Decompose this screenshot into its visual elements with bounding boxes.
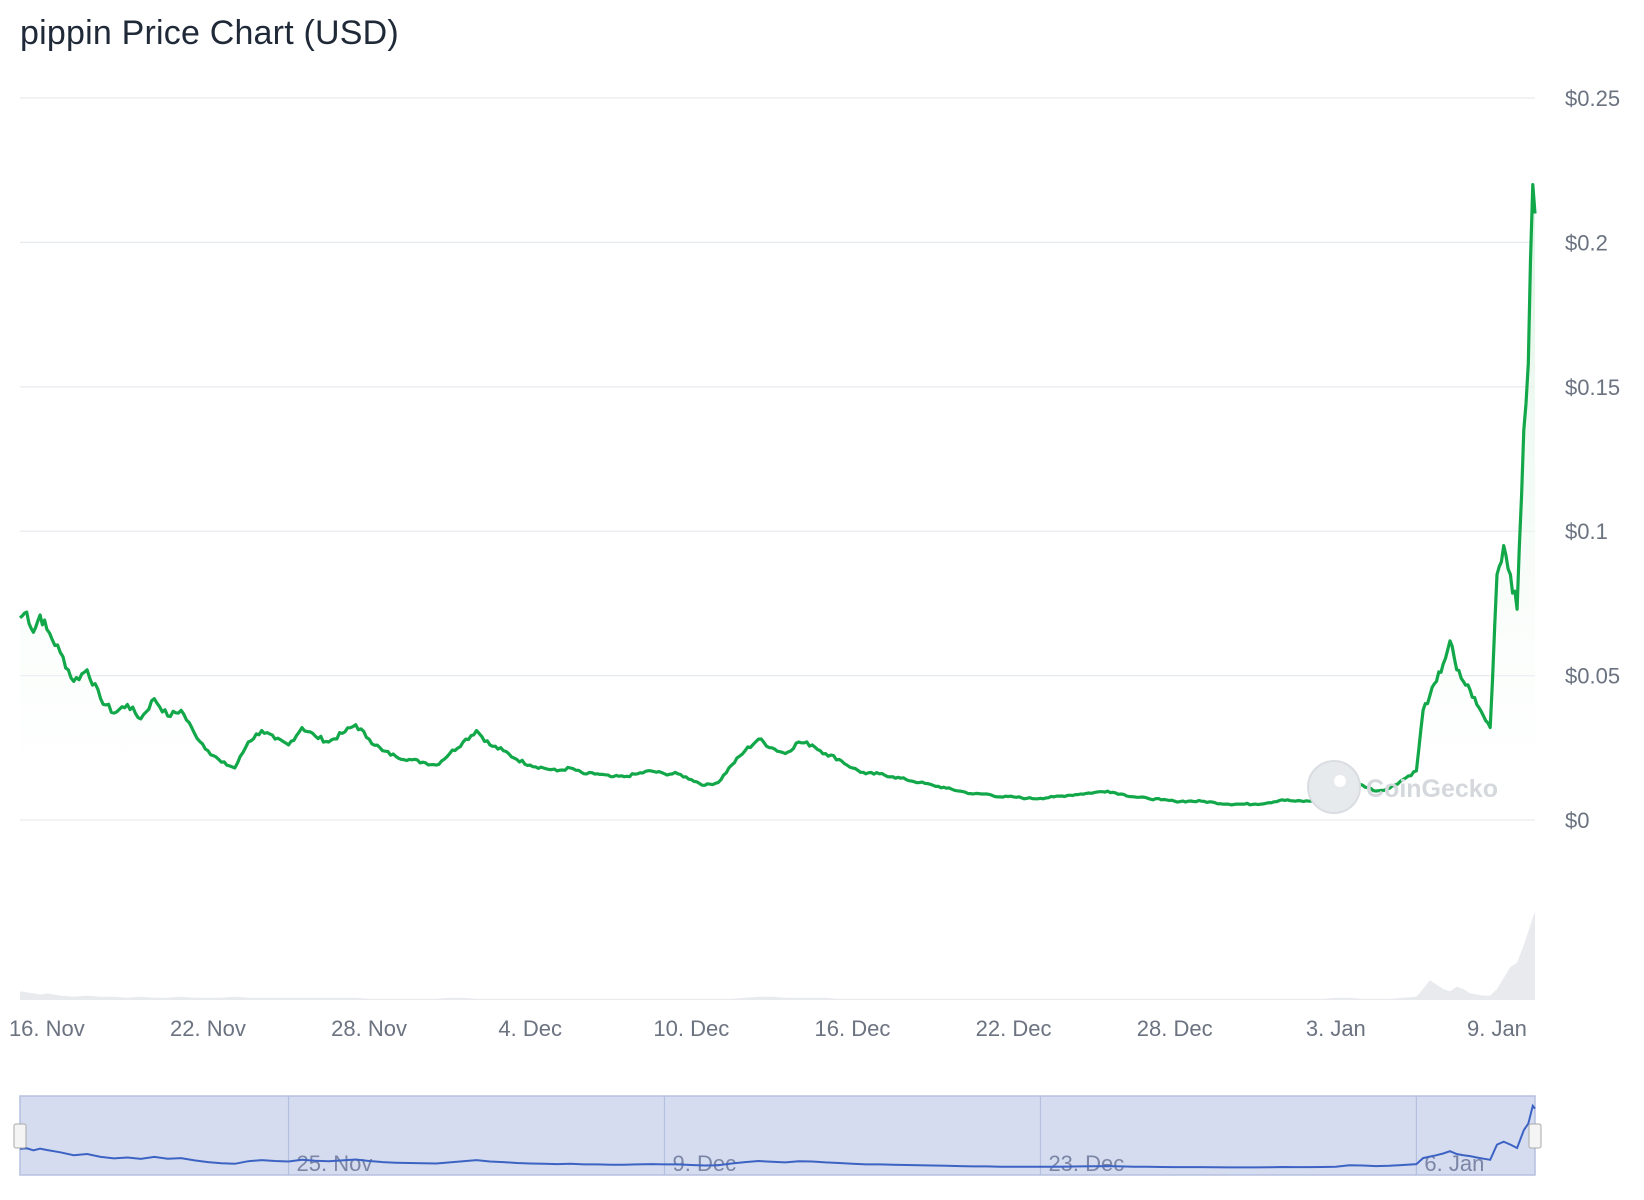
coingecko-watermark: CoinGecko [1307, 760, 1498, 814]
price-line[interactable] [18, 183, 1537, 807]
x-tick-label: 3. Jan [1306, 1016, 1366, 1041]
chart-title: pippin Price Chart (USD) [20, 14, 399, 52]
gecko-logo-icon [1307, 760, 1361, 814]
x-tick-label: 28. Dec [1137, 1016, 1213, 1041]
y-axis-ticks: $0 $0.05 $0.1 $0.15 $0.2 $0.25 [1565, 86, 1620, 833]
x-tick-label: 9. Jan [1467, 1016, 1527, 1041]
volume-area-fill [20, 912, 1535, 1000]
navigator-tick-label: 6. Jan [1424, 1151, 1484, 1176]
y-tick-label: $0.15 [1565, 375, 1620, 400]
x-tick-label: 28. Nov [331, 1016, 407, 1041]
navigator-left-handle[interactable] [13, 1123, 27, 1149]
y-tick-label: $0.2 [1565, 230, 1608, 255]
navigator-right-handle[interactable] [1528, 1123, 1542, 1149]
price-series[interactable] [18, 183, 1537, 807]
x-tick-label: 16. Nov [9, 1016, 85, 1041]
navigator-tick-label: 23. Dec [1048, 1151, 1124, 1176]
y-tick-label: $0 [1565, 808, 1589, 833]
x-tick-label: 22. Nov [170, 1016, 246, 1041]
x-tick-label: 4. Dec [498, 1016, 562, 1041]
y-tick-label: $0.05 [1565, 664, 1620, 689]
x-tick-label: 10. Dec [653, 1016, 729, 1041]
x-tick-label: 22. Dec [976, 1016, 1052, 1041]
price-area-fill [20, 184, 1535, 821]
navigator-series-line [19, 1103, 1536, 1169]
grid-lines [20, 97, 1535, 821]
y-tick-label: $0.1 [1565, 519, 1608, 544]
price-area [20, 184, 1535, 821]
range-navigator[interactable]: 25. Nov 9. Dec 23. Dec 6. Jan [13, 1095, 1542, 1176]
navigator-tick-label: 25. Nov [297, 1151, 373, 1176]
x-axis-ticks: 16. Nov 22. Nov 28. Nov 4. Dec 10. Dec 16. De… [9, 1016, 1527, 1041]
navigator-selected-range[interactable] [19, 1095, 1536, 1176]
y-tick-label: $0.25 [1565, 86, 1620, 111]
volume-area [20, 912, 1535, 1000]
x-tick-label: 16. Dec [815, 1016, 891, 1041]
watermark-text: CoinGecko [1366, 775, 1498, 803]
